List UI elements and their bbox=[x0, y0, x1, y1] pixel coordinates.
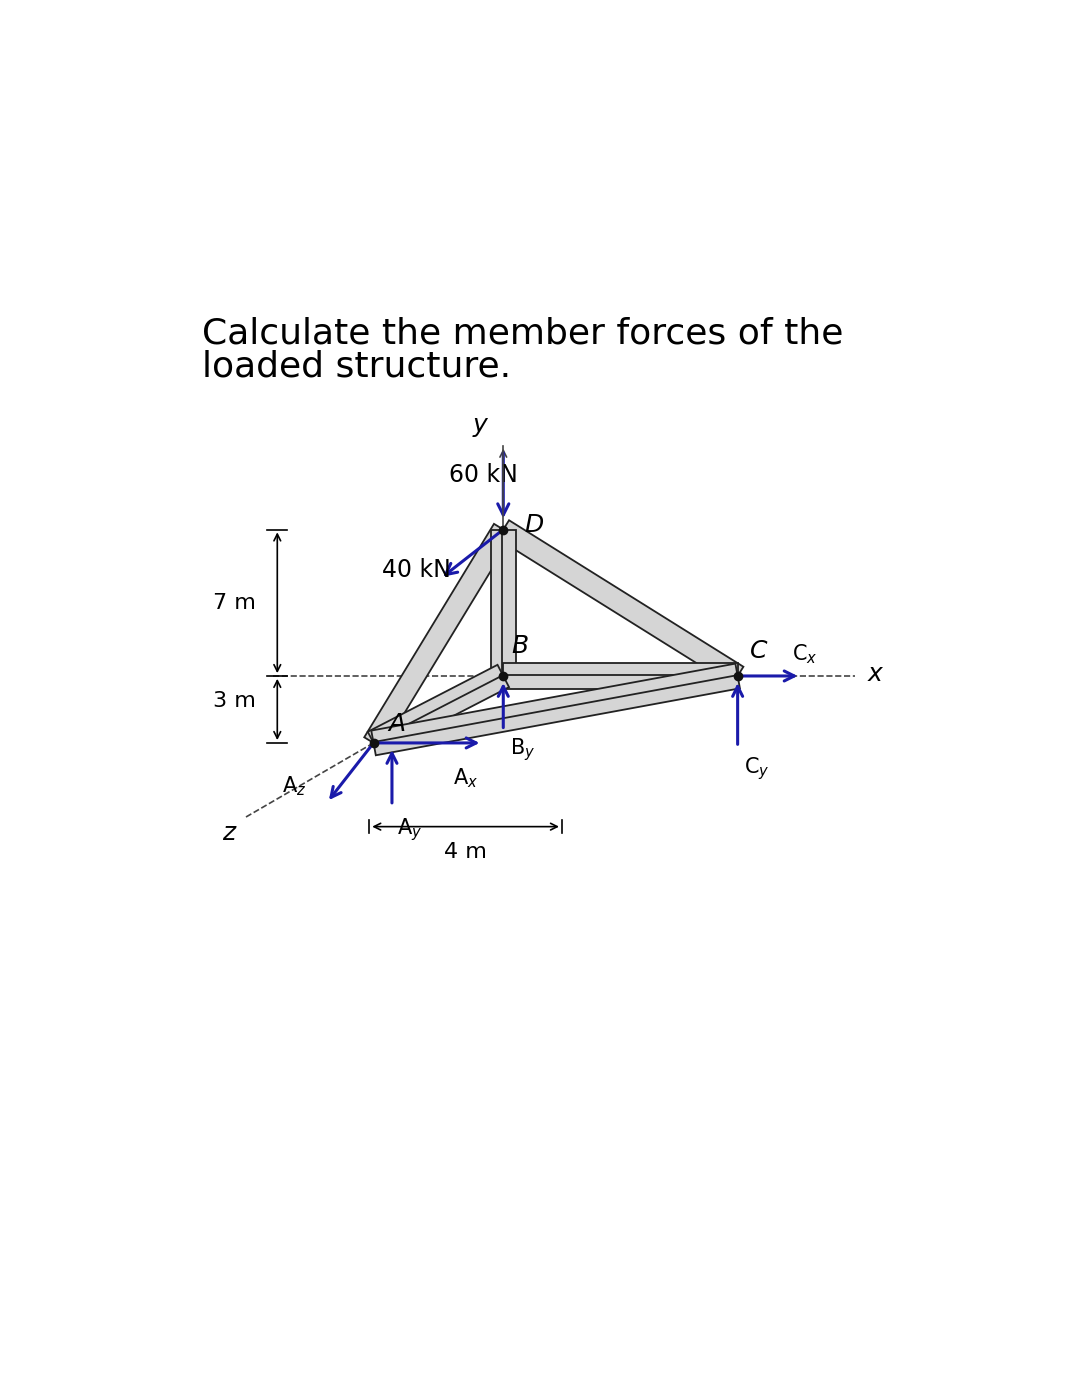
Text: 40 kN: 40 kN bbox=[382, 558, 450, 582]
Text: Calculate the member forces of the: Calculate the member forces of the bbox=[202, 316, 843, 351]
Text: C: C bbox=[751, 639, 768, 664]
Polygon shape bbox=[503, 675, 738, 689]
Text: y: y bbox=[472, 414, 487, 437]
Polygon shape bbox=[503, 664, 738, 676]
Text: B: B bbox=[512, 633, 529, 657]
Polygon shape bbox=[502, 530, 516, 676]
Text: 7 m: 7 m bbox=[214, 593, 256, 613]
Text: D: D bbox=[524, 513, 543, 537]
Text: x: x bbox=[867, 662, 882, 686]
Text: C$_y$: C$_y$ bbox=[744, 755, 770, 782]
Text: C$_x$: C$_x$ bbox=[792, 642, 818, 667]
Polygon shape bbox=[374, 675, 740, 755]
Text: A$_x$: A$_x$ bbox=[454, 766, 478, 789]
Text: A: A bbox=[389, 712, 406, 737]
Text: A$_y$: A$_y$ bbox=[397, 817, 422, 843]
Polygon shape bbox=[372, 664, 738, 744]
Text: B$_y$: B$_y$ bbox=[510, 737, 536, 763]
Text: 60 kN: 60 kN bbox=[449, 462, 517, 487]
Text: 3 m: 3 m bbox=[214, 691, 256, 711]
Polygon shape bbox=[490, 530, 504, 676]
Text: z: z bbox=[222, 821, 235, 846]
Polygon shape bbox=[368, 665, 503, 744]
Text: 4 m: 4 m bbox=[444, 842, 487, 861]
Text: loaded structure.: loaded structure. bbox=[202, 349, 511, 384]
Polygon shape bbox=[498, 520, 743, 686]
Polygon shape bbox=[364, 524, 513, 748]
Polygon shape bbox=[374, 675, 509, 753]
Text: A$_z$: A$_z$ bbox=[282, 774, 307, 798]
